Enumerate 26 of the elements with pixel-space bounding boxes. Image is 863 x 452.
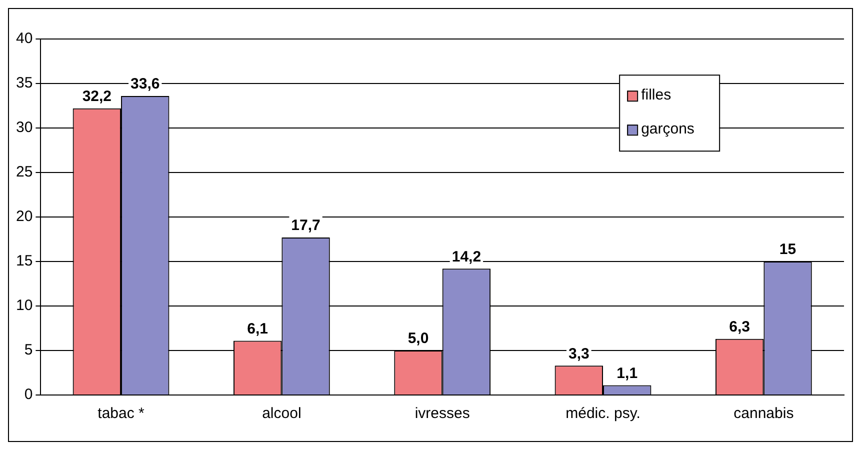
x-tick-label: tabac * <box>98 405 145 422</box>
data-label: 15 <box>779 241 796 258</box>
data-label: 1,1 <box>616 364 638 382</box>
data-label: 17,7 <box>291 217 320 234</box>
data-label: 3,3 <box>568 345 590 362</box>
y-tick-label: 40 <box>16 30 33 48</box>
y-tick-label: 15 <box>16 252 33 270</box>
data-label: 33,6 <box>130 76 160 93</box>
data-label: 6,3 <box>729 318 750 336</box>
x-tick-label: ivresses <box>414 405 470 422</box>
y-tick-label: 25 <box>16 164 33 181</box>
y-tick-label: 0 <box>24 386 33 404</box>
y-tick-label: 30 <box>16 119 33 136</box>
data-label: 5,0 <box>408 330 429 348</box>
data-label: 32,2 <box>82 88 112 106</box>
x-tick-label: médic. psy. <box>566 405 640 422</box>
y-tick-label: 35 <box>16 74 33 92</box>
x-tick-label: cannabis <box>734 405 794 422</box>
data-label: 14,2 <box>452 248 482 266</box>
legend-label: garçons <box>641 120 694 138</box>
y-tick-label: 5 <box>24 342 33 359</box>
y-tick-label: 20 <box>16 208 33 226</box>
data-label: 6,1 <box>247 320 268 338</box>
y-tick-label: 10 <box>16 297 33 314</box>
x-tick-label: alcool <box>262 405 302 422</box>
legend-label: filles <box>641 86 672 104</box>
